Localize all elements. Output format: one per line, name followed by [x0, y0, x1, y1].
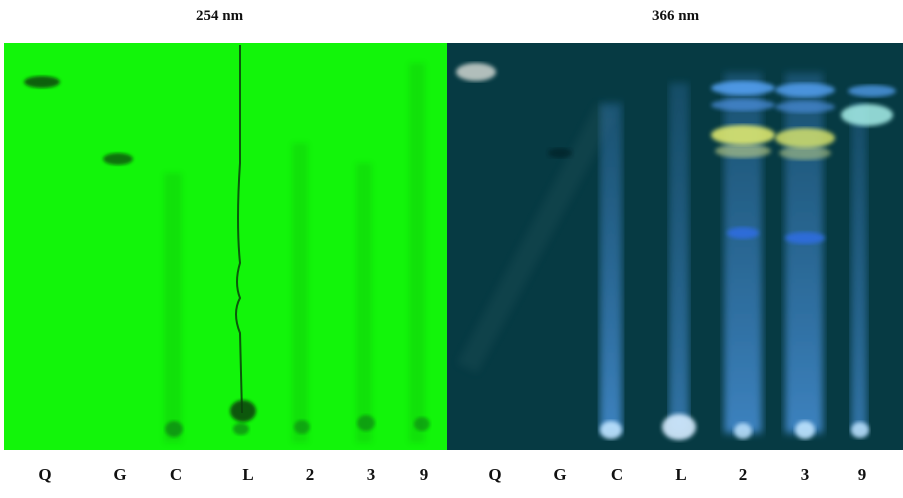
lane-label-q-254: Q — [38, 465, 52, 484]
lane-label-g-366: G — [553, 465, 567, 484]
band-3-yellow — [775, 128, 835, 148]
lane-labels: Q G C L 2 3 9 Q G C L 2 3 9 — [0, 465, 903, 489]
lane-l-streak-254 — [235, 45, 243, 414]
spot-q-254 — [24, 76, 60, 88]
lane-l-streak-366 — [669, 83, 689, 433]
title-254nm: 254 nm — [196, 8, 244, 24]
origin-spot-c-254 — [165, 421, 183, 437]
origin-spot-2-254 — [294, 420, 310, 434]
lane-9-streak-366 — [851, 103, 867, 433]
origin-spot-9-254 — [414, 417, 430, 431]
lane-label-c-366: C — [610, 465, 624, 484]
lane-label-l-254: L — [242, 465, 254, 484]
spot-g-366 — [548, 148, 572, 158]
band-2-pale — [715, 144, 771, 158]
origin-spot-2-366 — [734, 423, 752, 439]
band-2-yellow — [711, 125, 775, 145]
lane-label-q-366: Q — [488, 465, 502, 484]
band-3-pale — [779, 146, 831, 160]
lane-label-3-366: 3 — [800, 465, 810, 484]
band-2-blue-mid — [711, 99, 775, 111]
origin-spot-c-366 — [600, 421, 622, 439]
lane-label-9-254: 9 — [419, 465, 429, 484]
band-9-blue-top — [848, 85, 896, 97]
lane-label-9-366: 9 — [857, 465, 867, 484]
lane-3-streak-366 — [785, 73, 823, 433]
spot-g-254 — [103, 153, 133, 165]
lane-label-c-254: C — [169, 465, 183, 484]
tlc-plate-254nm-image — [24, 45, 430, 443]
tlc-plate-254nm — [4, 43, 447, 450]
band-3-blue-low — [785, 232, 825, 244]
band-3-blue-top — [775, 83, 835, 97]
band-3-blue-mid — [775, 101, 835, 113]
origin-spot-l2-254 — [233, 423, 249, 435]
lane-label-3-254: 3 — [366, 465, 376, 484]
lane-label-l-366: L — [675, 465, 687, 484]
tlc-plate-366nm — [447, 43, 903, 450]
lane-c-streak-366 — [600, 103, 622, 433]
lane-label-g-254: G — [113, 465, 127, 484]
tlc-plate-366nm-image — [456, 63, 896, 440]
band-2-blue-low — [727, 227, 759, 239]
lane-label-2-254: 2 — [305, 465, 315, 484]
origin-spot-3-254 — [357, 415, 375, 431]
origin-spot-l-254 — [230, 400, 256, 422]
band-2-blue-top — [711, 81, 775, 95]
origin-spot-l-366 — [662, 414, 696, 440]
origin-spot-9-366 — [851, 422, 869, 438]
title-366nm: 366 nm — [652, 8, 700, 24]
lane-label-2-366: 2 — [738, 465, 748, 484]
band-9-cyan — [841, 104, 893, 126]
origin-spot-3-366 — [795, 421, 815, 439]
spot-q-366 — [456, 63, 496, 81]
